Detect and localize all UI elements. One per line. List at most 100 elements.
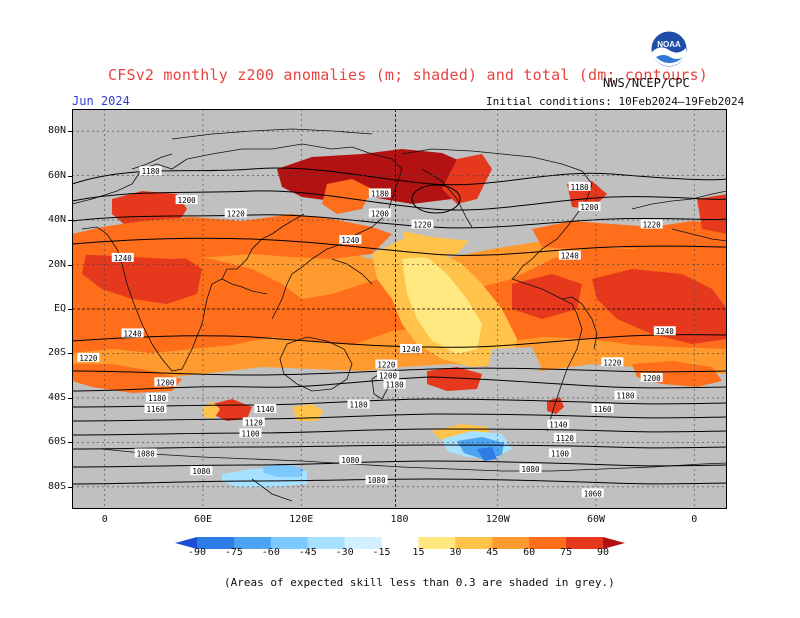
latitude-label: 80S [47,480,66,492]
anomaly-region-eurasia-60 [72,214,392,259]
latitude-label: 60N [47,169,66,181]
colorbar [175,537,625,549]
contour-label-box [653,326,676,336]
contour-label: 1100 [551,449,570,458]
contour-label: 1220 [643,221,662,230]
contour-label-box [254,404,277,413]
contour-label: 1080 [341,456,360,465]
contour-label-box [377,370,400,380]
contour-label-box [121,328,144,338]
colorbar-swatch [418,537,456,549]
contour-label: 1200 [178,196,197,205]
colorbar-label: -15 [372,547,391,558]
contour-label-box [558,250,581,260]
anomaly-region-neurope-75 [697,194,727,234]
latitude-tick [68,220,72,222]
contour-label: 1140 [256,405,275,414]
contour-label: 1220 [377,361,396,370]
contour-label-box [365,475,388,485]
contour-label-box [568,181,591,191]
initial-conditions: Initial conditions: 10Feb2024–19Feb2024 [486,95,745,108]
height-contours [72,167,727,485]
contour-label-box [239,428,262,438]
contour-label: 1240 [561,252,580,261]
contour-label-box [581,488,604,498]
contour-label-box [368,208,391,218]
contour-label: 1140 [549,421,568,430]
longitude-label: 180 [390,514,409,525]
colorbar-swatch [529,537,567,549]
contour-label: 1100 [241,429,260,438]
grey-region-spac [487,347,542,377]
contour-label-box [601,357,624,367]
chart-title: CFSv2 monthly z200 anomalies (m; shaded)… [108,66,708,84]
latitude-label: EQ [53,303,66,314]
anomaly-region-southpac-cold-60 [477,447,497,461]
contour-label-box [578,201,601,211]
contour-label-box [190,466,213,476]
anomaly-region-northam-60 [532,221,727,251]
colorbar-label: 75 [560,547,573,558]
contour-label-box [548,448,571,458]
contour-label-box [614,390,637,400]
contour-label: 1120 [245,418,264,427]
contour-label-box [146,392,169,402]
contour-closed-low [411,184,461,214]
colorbar-swatch [566,537,604,549]
contour-label: 1180 [350,401,369,410]
contour-label-box [347,399,370,409]
contour-label: 1200 [580,203,599,212]
contour-label-box [111,252,134,262]
contour-label-box [547,419,570,429]
contour-label: 1180 [616,392,635,401]
forecast-month: Jun 2024 [72,94,130,108]
contour-label: 1200 [643,374,662,383]
colorbar-swatch [344,537,383,549]
contour-label: 1200 [371,209,390,218]
longitude-label: 0 [691,514,698,525]
colorbar-label: -60 [261,547,280,558]
contour-label: 1220 [413,221,432,230]
contour-label: 1240 [402,345,421,354]
contour-label: 1080 [521,465,540,474]
contour-label-box [339,455,362,465]
contour-label-box [553,432,576,442]
colorbar-swatch [492,537,530,549]
contour-label-box [339,235,362,245]
colorbar-max-arrow [603,537,625,549]
colorbar-swatch [381,537,419,549]
contour-label-box [154,377,177,387]
contour-label: 1160 [146,405,165,414]
anomaly-region-aus-south-30 [292,404,324,421]
colorbar-label: 90 [596,547,610,558]
contour-label-box [139,166,162,176]
noaa-logo: NOAA [650,30,688,68]
colorbar-swatch [455,537,493,549]
anomaly-region-nam-west-60 [322,179,372,214]
contour-label-box [368,188,391,198]
anomaly-region-centralpac-15 [402,257,482,354]
contour-label-box [591,404,614,413]
anomaly-region-atlantic-75 [592,269,727,344]
longitude-label: 60W [586,514,606,525]
contour-label-box [224,208,247,218]
colorbar-label: 60 [523,547,536,558]
contour-labels: 1180120012201240124011801200122011801200… [77,166,676,498]
colorbar-label: -90 [187,547,207,558]
latitude-label: 40S [47,391,66,403]
colorbar-label: 30 [449,547,462,558]
map-gridlines [72,109,727,509]
contour-label-box [640,372,663,382]
contour-label: 1220 [603,358,622,367]
contour-label: 1240 [341,236,360,245]
contour-label-box [134,448,157,458]
anomaly-map: 1180120012201240124011801200122011801200… [72,109,727,509]
colorbar-swatch [233,537,272,549]
colorbar-label: -75 [224,547,243,558]
contour-label-box [77,352,100,362]
anomaly-region-arctic-75 [442,154,492,204]
contour-label-box [242,417,265,427]
contour-label: 1220 [227,209,246,218]
contour-label: 1200 [379,372,398,381]
contour-label-box [399,344,422,353]
